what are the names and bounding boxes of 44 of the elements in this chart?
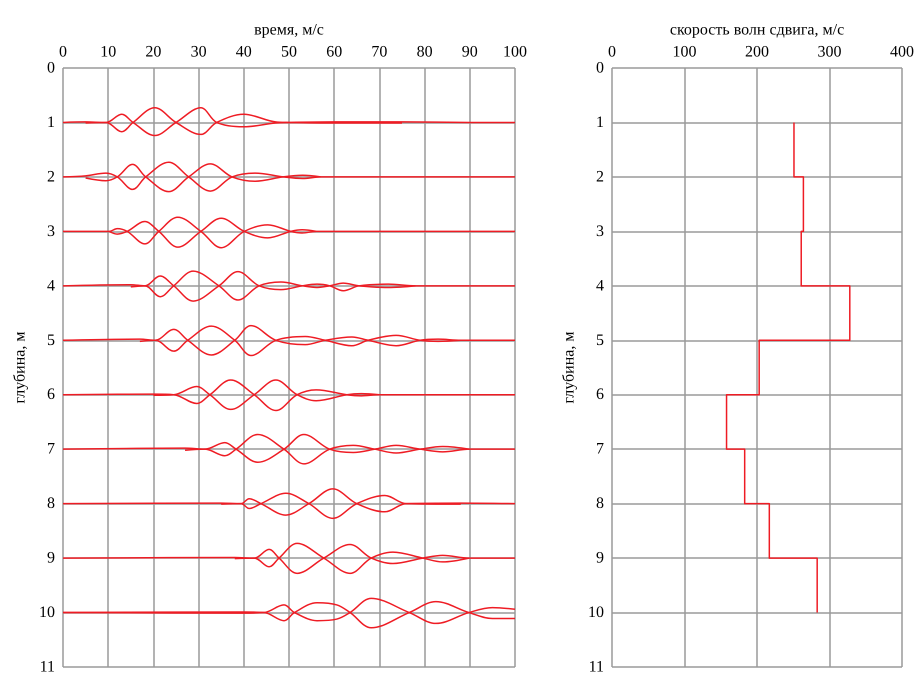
y-tick-label: 7 <box>47 440 55 458</box>
y-tick-label: 2 <box>596 168 604 186</box>
x-tick-label: 200 <box>745 44 769 60</box>
y-axis-title: глубина, м <box>560 331 578 404</box>
y-tick-label: 0 <box>47 60 55 76</box>
y-tick-label: 6 <box>47 386 55 404</box>
y-tick-label: 2 <box>47 168 55 186</box>
y-axis-title: глубина, м <box>12 331 29 404</box>
x-tick-label: 400 <box>890 44 914 60</box>
y-tick-label: 10 <box>588 604 604 622</box>
y-tick-label: 5 <box>596 332 604 349</box>
x-tick-label: 60 <box>326 44 342 60</box>
y-tick-label: 1 <box>47 114 55 131</box>
y-tick-label: 9 <box>47 550 55 567</box>
y-tick-label: 11 <box>40 658 55 675</box>
x-tick-label: 300 <box>818 44 842 60</box>
y-tick-label: 4 <box>596 277 604 294</box>
x-axis-title: время, м/с <box>254 22 324 38</box>
y-tick-label: 1 <box>596 114 604 131</box>
x-tick-label: 80 <box>416 44 433 60</box>
y-tick-label: 7 <box>596 440 604 458</box>
y-tick-label: 4 <box>47 277 55 294</box>
y-tick-label: 0 <box>596 60 604 76</box>
y-tick-label: 3 <box>47 222 55 240</box>
x-tick-label: 100 <box>672 44 696 60</box>
y-tick-label: 8 <box>47 495 55 512</box>
y-tick-label: 5 <box>47 332 55 349</box>
x-axis-title: скорость волн сдвига, м/с <box>670 22 844 38</box>
x-tick-label: 0 <box>608 44 616 60</box>
x-tick-label: 40 <box>236 44 252 60</box>
y-tick-label: 10 <box>39 604 55 622</box>
x-tick-label: 90 <box>462 44 478 60</box>
x-tick-label: 30 <box>190 44 207 60</box>
y-tick-label: 3 <box>596 222 604 240</box>
x-tick-label: 0 <box>59 44 67 60</box>
y-tick-label: 9 <box>596 550 604 567</box>
x-tick-label: 70 <box>371 44 388 60</box>
x-tick-label: 100 <box>503 44 527 60</box>
y-tick-label: 8 <box>596 495 604 512</box>
x-tick-label: 20 <box>145 44 162 60</box>
y-tick-label: 6 <box>596 386 604 404</box>
x-tick-label: 10 <box>100 44 116 60</box>
y-tick-label: 11 <box>588 658 604 675</box>
x-tick-label: 50 <box>281 44 297 60</box>
